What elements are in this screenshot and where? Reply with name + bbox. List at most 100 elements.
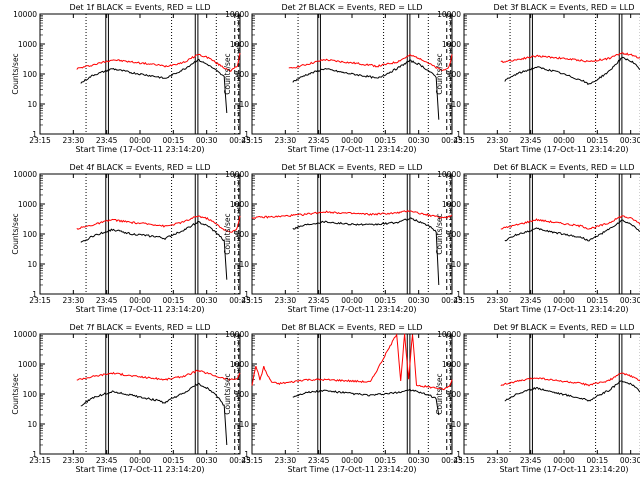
x-tick-label: 23:30 — [487, 456, 509, 465]
y-axis-title: Counts/sec — [223, 373, 232, 414]
x-tick-label: 23:15 — [29, 136, 51, 145]
y-tick-label: 10 — [239, 420, 249, 429]
x-tick-label: 23:45 — [96, 136, 118, 145]
x-tick-label: 00:45 — [441, 456, 463, 465]
x-tick-label: 23:45 — [520, 136, 542, 145]
plot-title: Det 9f BLACK = Events, RED = LLD — [493, 323, 634, 332]
plot-frame — [39, 333, 241, 455]
y-tick-label: 10000 — [225, 330, 249, 339]
events-series-line — [80, 220, 228, 280]
subplot: Det 1f BLACK = Events, RED = LLD11010010… — [11, 3, 251, 154]
y-tick-label: 10000 — [437, 10, 461, 19]
plot-frame — [463, 333, 640, 455]
x-tick-label: 00:15 — [587, 296, 609, 305]
y-tick-label: 100 — [23, 230, 38, 239]
x-tick-label: 23:45 — [308, 296, 330, 305]
subplot: Det 7f BLACK = Events, RED = LLD 1 10 100 10… — [11, 323, 251, 474]
subplot: Det 8f BLACK = Events, RED = LLD 1 10 100 10… — [223, 323, 463, 474]
y-axis-title: Counts/sec — [435, 373, 444, 414]
plot-frame — [463, 13, 640, 135]
events-series-line — [504, 219, 640, 242]
lld-series-line — [76, 52, 241, 73]
plot-frame — [463, 173, 640, 295]
x-tick-label: 23:45 — [308, 456, 330, 465]
y-tick-label: 100 — [235, 390, 250, 399]
y-axis-title: Counts/sec — [223, 53, 232, 94]
subplot: Det 4f BLACK = Events, RED = LLD11010010… — [11, 163, 251, 314]
plot-title: Det 2f BLACK = Events, RED = LLD — [281, 3, 422, 12]
x-tick-label: 00:30 — [408, 296, 430, 305]
y-tick-label: 100 — [235, 230, 250, 239]
y-tick-label: 10000 — [225, 10, 249, 19]
x-tick-label: 00:15 — [375, 456, 397, 465]
x-tick-label: 00:45 — [441, 296, 463, 305]
x-tick-label: 23:30 — [275, 136, 297, 145]
y-tick-label: 1000 — [442, 40, 461, 49]
y-tick-label: 10000 — [13, 10, 37, 19]
y-tick-label: 10 — [27, 100, 37, 109]
x-tick-label: 23:45 — [520, 456, 542, 465]
plot-frame — [251, 333, 453, 455]
subplot: Det 6f BLACK = Events, RED = LLD 1 10 100 10… — [435, 163, 640, 314]
plot-title: Det 8f BLACK = Events, RED = LLD — [281, 323, 422, 332]
x-tick-label: 23:15 — [29, 456, 51, 465]
x-tick-label: 00:30 — [620, 296, 640, 305]
y-tick-label: 1 — [456, 290, 461, 299]
x-axis-title: Start Time (17-Oct-11 23:14:20) — [75, 145, 204, 154]
events-series-line — [80, 382, 228, 446]
y-tick-label: 10 — [451, 420, 461, 429]
x-tick-label: 23:15 — [453, 456, 475, 465]
x-axis-title: Start Time (17-Oct-11 23:14:20) — [499, 465, 628, 474]
x-tick-label: 00:00 — [553, 296, 575, 305]
y-tick-label: 1 — [32, 290, 37, 299]
subplot: Det 3f BLACK = Events, RED = LLD 1 10 100 10… — [435, 3, 640, 154]
events-series-line — [504, 56, 640, 86]
x-axis-title: Start Time (17-Oct-11 23:14:20) — [75, 465, 204, 474]
lld-series-line — [76, 369, 241, 381]
subplot: Det 5f BLACK = Events, RED = LLD11010010… — [223, 163, 463, 314]
y-tick-label: 100 — [235, 70, 250, 79]
y-tick-label: 1 — [244, 450, 249, 459]
x-tick-label: 00:45 — [229, 136, 251, 145]
x-tick-label: 00:45 — [441, 136, 463, 145]
x-tick-label: 23:30 — [63, 456, 85, 465]
x-tick-label: 00:15 — [163, 296, 185, 305]
y-tick-label: 1 — [244, 130, 249, 139]
lld-series-line — [500, 372, 640, 387]
events-series-line — [80, 58, 228, 114]
x-tick-label: 23:45 — [520, 296, 542, 305]
x-tick-label: 23:15 — [241, 136, 263, 145]
events-series-line — [292, 217, 440, 286]
plot-title: Det 4f BLACK = Events, RED = LLD — [69, 163, 210, 172]
x-axis-title: Start Time (17-Oct-11 23:14:20) — [75, 305, 204, 314]
y-tick-label: 1000 — [442, 200, 461, 209]
x-tick-label: 00:00 — [129, 136, 151, 145]
y-tick-label: 100 — [447, 70, 462, 79]
x-tick-label: 00:45 — [229, 456, 251, 465]
lld-series-line — [288, 53, 453, 71]
lld-series-line — [500, 215, 640, 230]
y-tick-label: 100 — [447, 390, 462, 399]
x-tick-label: 00:30 — [196, 456, 218, 465]
plot-title: Det 7f BLACK = Events, RED = LLD — [69, 323, 210, 332]
x-axis-title: Start Time (17-Oct-11 23:14:20) — [499, 145, 628, 154]
y-tick-label: 10 — [27, 260, 37, 269]
x-tick-label: 00:30 — [196, 296, 218, 305]
y-tick-label: 10 — [239, 100, 249, 109]
y-tick-label: 1 — [244, 290, 249, 299]
x-axis-title: Start Time (17-Oct-11 23:14:20) — [287, 305, 416, 314]
x-tick-label: 00:30 — [620, 456, 640, 465]
events-series-line — [504, 380, 640, 402]
y-axis-title: Counts/sec — [435, 53, 444, 94]
x-axis-title: Start Time (17-Oct-11 23:14:20) — [499, 305, 628, 314]
x-tick-label: 00:15 — [587, 136, 609, 145]
y-tick-label: 1000 — [230, 360, 249, 369]
x-tick-label: 00:30 — [620, 136, 640, 145]
lld-series-line — [251, 333, 453, 391]
x-axis-title: Start Time (17-Oct-11 23:14:20) — [287, 145, 416, 154]
x-tick-label: 23:30 — [63, 136, 85, 145]
x-tick-label: 23:15 — [453, 296, 475, 305]
y-tick-label: 1000 — [18, 360, 37, 369]
x-tick-label: 23:15 — [241, 456, 263, 465]
